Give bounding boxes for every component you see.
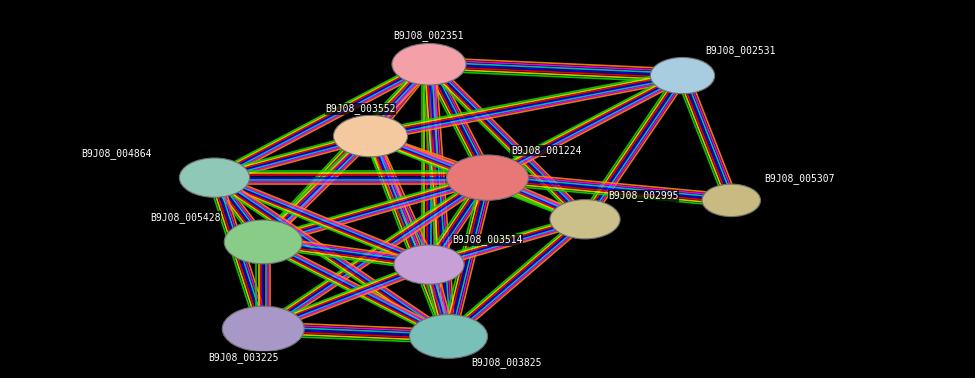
Ellipse shape [702, 184, 760, 217]
Text: B9J08_001224: B9J08_001224 [511, 145, 581, 156]
Text: B9J08_002351: B9J08_002351 [394, 31, 464, 41]
Text: B9J08_003225: B9J08_003225 [209, 352, 279, 363]
Text: B9J08_003514: B9J08_003514 [452, 235, 523, 245]
Ellipse shape [550, 200, 620, 239]
Ellipse shape [222, 306, 304, 352]
Text: B9J08_003552: B9J08_003552 [326, 104, 396, 114]
Text: B9J08_005428: B9J08_005428 [150, 212, 220, 223]
Ellipse shape [410, 314, 488, 358]
Ellipse shape [224, 220, 302, 264]
Text: B9J08_002531: B9J08_002531 [706, 46, 776, 56]
Ellipse shape [447, 155, 528, 200]
Ellipse shape [650, 57, 715, 94]
Ellipse shape [179, 158, 250, 197]
Text: B9J08_003825: B9J08_003825 [472, 358, 542, 368]
Text: B9J08_004864: B9J08_004864 [82, 148, 152, 158]
Text: B9J08_002995: B9J08_002995 [608, 191, 679, 201]
Text: B9J08_005307: B9J08_005307 [764, 174, 835, 184]
Ellipse shape [333, 115, 408, 157]
Ellipse shape [394, 245, 464, 284]
Ellipse shape [392, 43, 466, 85]
